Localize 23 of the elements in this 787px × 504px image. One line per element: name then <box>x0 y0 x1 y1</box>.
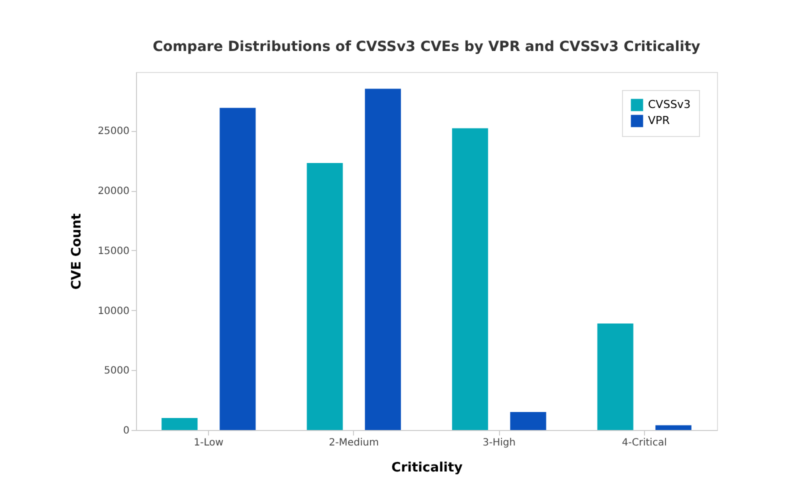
chart-title: Compare Distributions of CVSSv3 CVEs by VPR and CVSSv3 Criticality <box>152 39 700 55</box>
y-tick-label: 15000 <box>98 246 130 257</box>
x-tick-label: 3-High <box>482 438 516 448</box>
legend-label: VPR <box>648 114 670 127</box>
bar <box>452 128 488 430</box>
y-tick-label: 0 <box>123 426 130 436</box>
bar <box>597 323 634 430</box>
x-tick-label: 1-Low <box>194 438 224 448</box>
x-tick-label: 4-Critical <box>622 438 667 448</box>
x-tick-label: 2-Medium <box>328 438 379 448</box>
y-tick-label: 10000 <box>98 306 130 317</box>
y-tick-label: 25000 <box>98 126 130 138</box>
bar <box>306 162 343 430</box>
x-axis-title: Criticality <box>391 460 464 476</box>
bar <box>162 418 198 430</box>
legend-label: CVSSv3 <box>648 98 691 111</box>
bar <box>364 88 401 430</box>
bar <box>220 108 256 430</box>
y-tick-label: 20000 <box>98 186 130 198</box>
bar <box>655 425 692 430</box>
y-tick-label: 5000 <box>104 366 130 377</box>
y-axis-title: CVE Count <box>70 213 85 290</box>
bar <box>510 412 546 430</box>
